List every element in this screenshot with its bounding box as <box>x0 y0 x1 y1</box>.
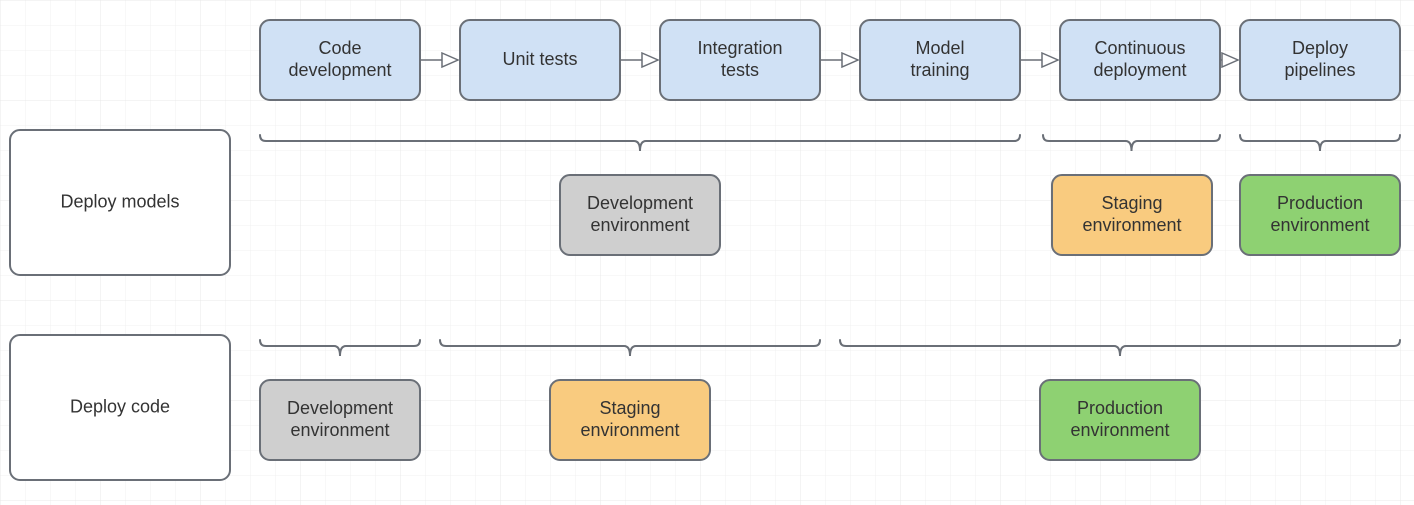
env-models-staging: Stagingenvironment <box>1052 175 1212 255</box>
stage-train: Modeltraining <box>860 20 1020 100</box>
stage-unit-tests: Unit tests <box>460 20 620 100</box>
env-code-prod: Productionenvironment <box>1040 380 1200 460</box>
stage-code-dev: Codedevelopment <box>260 20 420 100</box>
env-models-dev: Developmentenvironment <box>560 175 720 255</box>
stage-cd: Continuousdeployment <box>1060 20 1220 100</box>
row-label-models: Deploy models <box>60 191 179 211</box>
env-code-dev: Developmentenvironment <box>260 380 420 460</box>
stage-label-unit-tests: Unit tests <box>502 49 577 69</box>
stage-integ: Integrationtests <box>660 20 820 100</box>
stage-deploy-p: Deploypipelines <box>1240 20 1400 100</box>
row-label-code: Deploy code <box>70 396 170 416</box>
env-models-prod: Productionenvironment <box>1240 175 1400 255</box>
env-code-staging: Stagingenvironment <box>550 380 710 460</box>
